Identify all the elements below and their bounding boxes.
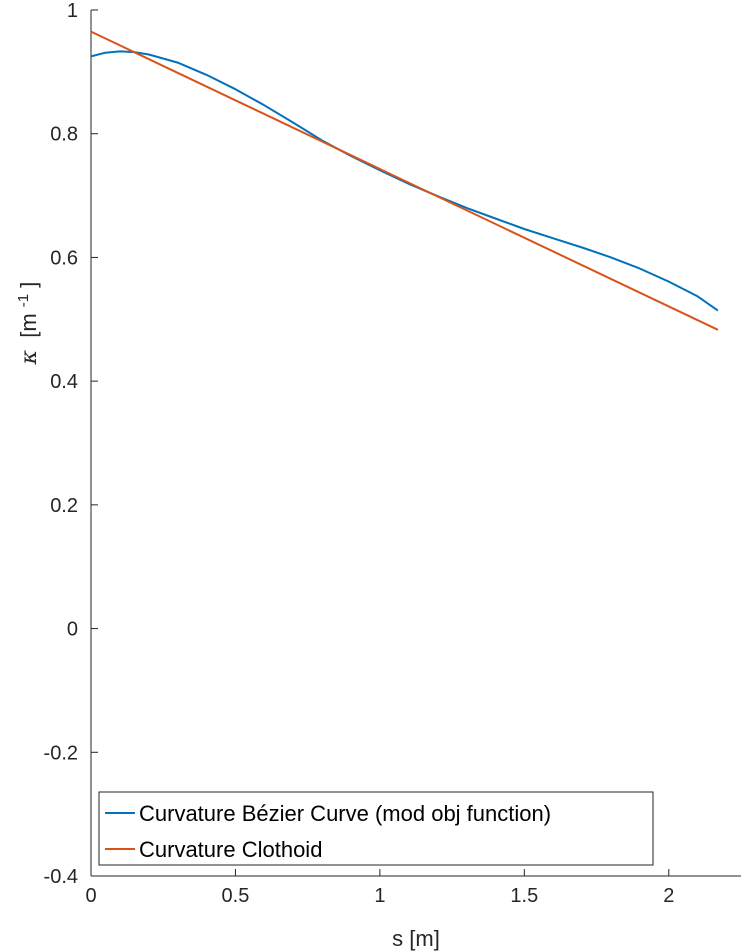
x-tick-label: 1 <box>374 885 385 907</box>
legend-box <box>98 791 654 866</box>
y-axis-unit-close: ] <box>16 282 41 288</box>
x-axis-ticks: 0 0.5 1 1.5 2 <box>85 869 674 907</box>
legend-label-bezier: Curvature Bézier Curve (mod obj function… <box>139 801 551 826</box>
y-axis-unit-superscript: -1 <box>15 294 32 307</box>
series-line-0 <box>90 50 719 312</box>
y-axis-symbol: κ <box>17 349 42 365</box>
y-tick-label: 0.8 <box>50 124 78 146</box>
x-axis-label: s [m] <box>392 926 440 951</box>
x-tick-label: 2 <box>663 885 674 907</box>
y-tick-label: 0.4 <box>50 371 78 393</box>
legend-label-clothoid: Curvature Clothoid <box>139 837 322 862</box>
y-axis-label: κ [m -1 ] <box>15 282 43 366</box>
y-tick-label: -0.4 <box>44 866 78 888</box>
y-tick-label: 0.2 <box>50 495 78 517</box>
y-tick-label: -0.2 <box>44 742 78 764</box>
axes <box>90 10 741 877</box>
x-tick-label: 1.5 <box>510 885 538 907</box>
y-axis-unit: [m <box>16 313 41 337</box>
x-tick-label: 0.5 <box>222 885 250 907</box>
y-tick-label: 1 <box>67 0 78 22</box>
series-lines <box>90 30 719 331</box>
series-line-1 <box>90 30 719 331</box>
y-tick-label: 0.6 <box>50 247 78 269</box>
y-axis-ticks: -0.4 -0.2 0 0.2 0.4 0.6 0.8 1 <box>44 0 98 888</box>
x-tick-label: 0 <box>85 885 96 907</box>
y-tick-label: 0 <box>67 619 78 641</box>
legend: Curvature Bézier Curve (mod obj function… <box>98 791 654 866</box>
